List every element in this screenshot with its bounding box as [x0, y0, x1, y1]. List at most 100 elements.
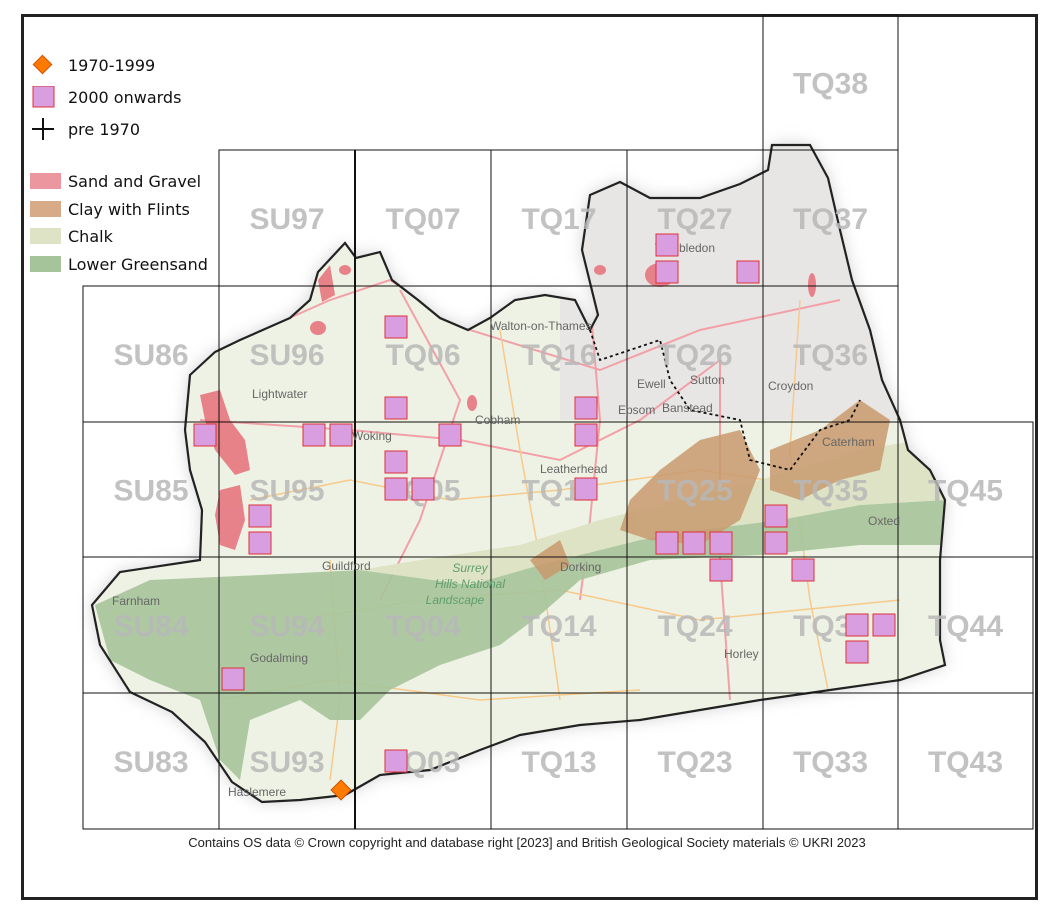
legend-label: Lower Greensand	[68, 254, 208, 274]
grid-square-label: SU84	[113, 610, 188, 643]
record-marker-2000-onwards[interactable]	[384, 749, 408, 773]
grid-square-label: TQ17	[521, 203, 596, 236]
greensand-swatch-icon	[30, 256, 61, 272]
record-marker-2000-onwards[interactable]	[384, 450, 408, 474]
record-marker-2000-onwards[interactable]	[845, 640, 869, 664]
record-marker-2000-onwards[interactable]	[682, 531, 706, 555]
park-label-line: Surrey	[452, 561, 488, 575]
record-marker-2000-onwards[interactable]	[709, 531, 733, 555]
place-label: Cobham	[475, 413, 520, 427]
grid-square-label: TQ07	[385, 203, 460, 236]
place-label: Croydon	[768, 379, 813, 393]
place-label: Farnham	[112, 594, 160, 608]
record-marker-2000-onwards[interactable]	[302, 423, 326, 447]
record-marker-2000-onwards[interactable]	[248, 531, 272, 555]
chalk-swatch-icon	[30, 228, 61, 244]
grid-square-label: TQ04	[385, 610, 460, 643]
grid-square-label: TQ16	[521, 339, 596, 372]
grid-square-label: TQ13	[521, 746, 596, 779]
copyright-credit: Contains OS data © Crown copyright and d…	[188, 835, 866, 850]
place-label: Walton-on-Thames	[490, 319, 592, 333]
record-marker-2000-onwards[interactable]	[764, 531, 788, 555]
record-marker-2000-onwards[interactable]	[221, 667, 245, 691]
record-marker-2000-onwards[interactable]	[329, 423, 353, 447]
place-label: Haslemere	[228, 785, 286, 799]
record-marker-1970-1999[interactable]	[330, 779, 352, 801]
grid-square	[897, 692, 1034, 830]
place-label: Oxted	[868, 514, 900, 528]
place-label: Guildford	[322, 559, 371, 573]
record-marker-2000-onwards[interactable]	[574, 477, 598, 501]
sand-and-gravel-areas	[200, 263, 816, 550]
grid-square-label: TQ37	[793, 203, 868, 236]
grid-square-label: SU96	[249, 339, 324, 372]
record-marker-2000-onwards[interactable]	[872, 613, 896, 637]
place-label: Epsom	[618, 403, 655, 417]
os-grid-labels: TQ38 SU97 TQ07 TQ17 TQ27 TQ37 SU86 SU96 TQ06 TQ16…	[113, 68, 1003, 780]
grid-square-label: TQ27	[657, 203, 732, 236]
place-labels: Lightwater Woking Cobham Leatherhead Epsom Ew…	[112, 241, 900, 799]
grid-square-label: TQ43	[928, 746, 1003, 779]
park-label-line: Landscape	[426, 593, 485, 607]
record-marker-2000-onwards[interactable]	[655, 260, 679, 284]
grid-square-label: TQ35	[793, 475, 868, 508]
record-marker-2000-onwards[interactable]	[193, 423, 217, 447]
park-label: Surrey Hills National Landscape	[426, 561, 506, 607]
record-marker-2000-onwards[interactable]	[574, 423, 598, 447]
record-marker-2000-onwards[interactable]	[411, 477, 435, 501]
grid-square-label: SU85	[113, 475, 188, 508]
record-marker-2000-onwards[interactable]	[845, 613, 869, 637]
london-borough-boundary	[589, 329, 861, 472]
grid-square-label: SU86	[113, 339, 188, 372]
lower-greensand-area	[95, 500, 945, 780]
place-label: Leatherhead	[540, 462, 607, 476]
park-label-line: Hills National	[435, 577, 505, 591]
record-marker-2000-onwards[interactable]	[384, 477, 408, 501]
os-grid	[82, 14, 1034, 830]
county-boundary	[90, 143, 947, 804]
grid-square-label: SU97	[249, 203, 324, 236]
grid-square-label: SU93	[249, 746, 324, 779]
grid-square-label: TQ23	[657, 746, 732, 779]
record-marker-2000-onwards[interactable]	[764, 504, 788, 528]
sand-gravel-swatch-icon	[30, 173, 61, 189]
grid-square-label: TQ38	[793, 68, 868, 101]
record-marker-2000-onwards[interactable]	[384, 315, 408, 339]
place-label: Dorking	[560, 560, 601, 574]
record-marker-2000-onwards[interactable]	[655, 233, 679, 257]
grid-square-label: TQ24	[657, 610, 732, 643]
record-marker-2000-onwards[interactable]	[438, 423, 462, 447]
legend-label: 1970-1999	[68, 55, 156, 75]
grid-square-label: SU94	[249, 610, 324, 643]
place-label: Ewell	[637, 377, 666, 391]
place-label: Lightwater	[252, 387, 307, 401]
record-marker-2000-onwards[interactable]	[709, 558, 733, 582]
grid-square-label: TQ44	[928, 610, 1003, 643]
place-label: Woking	[352, 429, 392, 443]
grid-square-label: TQ33	[793, 746, 868, 779]
grid-square-label: SU83	[113, 746, 188, 779]
record-marker-2000-onwards[interactable]	[384, 396, 408, 420]
grid-square-label: TQ25	[657, 475, 732, 508]
orange-diamond-icon	[32, 54, 53, 75]
place-label: Horley	[724, 647, 759, 661]
record-markers	[193, 233, 896, 801]
record-marker-2000-onwards[interactable]	[655, 531, 679, 555]
grid-square-label: TQ36	[793, 339, 868, 372]
grid-square-label: TQ45	[928, 475, 1003, 508]
record-marker-2000-onwards[interactable]	[736, 260, 760, 284]
grid-square-label: TQ14	[521, 610, 596, 643]
cross-icon	[32, 118, 54, 140]
legend-label: 2000 onwards	[68, 87, 182, 107]
legend-label: Clay with Flints	[68, 199, 190, 219]
record-marker-2000-onwards[interactable]	[574, 396, 598, 420]
grid-square-label: TQ06	[385, 339, 460, 372]
record-marker-2000-onwards[interactable]	[791, 558, 815, 582]
place-label: Caterham	[822, 435, 875, 449]
place-label: Godalming	[250, 651, 308, 665]
place-label: Sutton	[690, 373, 725, 387]
clay-swatch-icon	[30, 201, 61, 217]
pink-square-icon	[32, 86, 55, 108]
record-marker-2000-onwards[interactable]	[248, 504, 272, 528]
